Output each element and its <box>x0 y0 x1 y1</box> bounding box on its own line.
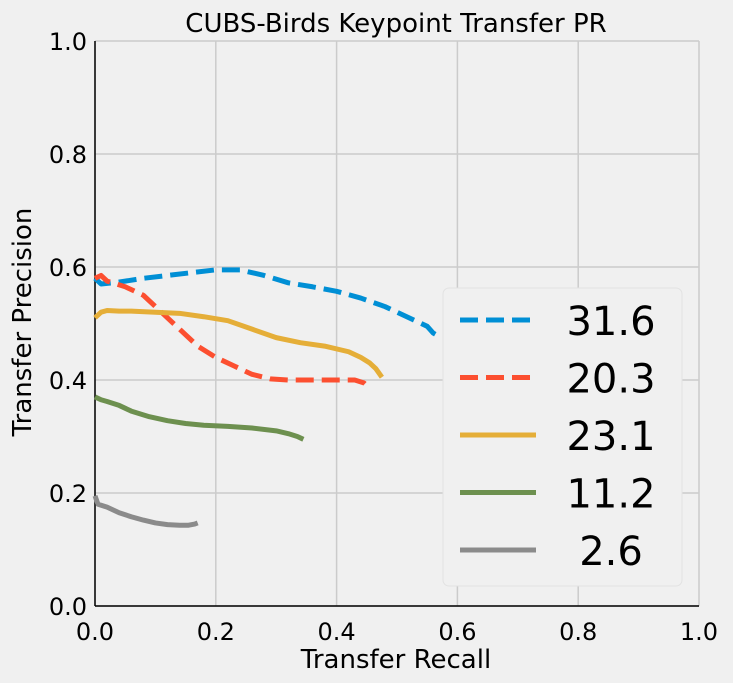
legend: 31.6 20.3 23.1 11.2 2.6 <box>442 287 683 587</box>
y-tick-labels: 0.0 0.2 0.4 0.6 0.8 1.0 <box>49 28 87 621</box>
x-tick-labels: 0.0 0.2 0.4 0.6 0.8 1.0 <box>76 618 718 646</box>
y-tick-label: 0.2 <box>49 480 87 508</box>
x-tick-label: 0.2 <box>197 618 235 646</box>
series-line-1 <box>93 267 438 337</box>
y-tick-label: 0.6 <box>49 254 87 282</box>
x-tick-label: 0.0 <box>76 618 114 646</box>
x-tick-label: 0.6 <box>438 618 476 646</box>
x-tick-label: 1.0 <box>680 618 718 646</box>
series-line-4 <box>93 394 305 442</box>
legend-label-4: 11.2 <box>566 472 655 518</box>
x-axis-label: Transfer Recall <box>300 645 491 675</box>
y-tick-label: 0.8 <box>49 141 87 169</box>
x-tick-label: 0.8 <box>559 618 597 646</box>
series-line-3 <box>93 308 384 379</box>
axes <box>94 41 699 607</box>
y-tick-label: 1.0 <box>49 28 87 56</box>
chart-title: CUBS-Birds Keypoint Transfer PR <box>185 9 606 39</box>
series-line-5 <box>92 494 199 528</box>
legend-label-1: 31.6 <box>566 299 655 345</box>
legend-label-2: 20.3 <box>566 357 655 403</box>
legend-label-5: 2.6 <box>579 529 643 575</box>
y-tick-label: 0.0 <box>49 593 87 621</box>
series-layer <box>92 267 438 528</box>
y-tick-label: 0.4 <box>49 367 87 395</box>
series-line-2 <box>93 272 372 391</box>
x-tick-label: 0.4 <box>318 618 356 646</box>
y-axis-label: Transfer Precision <box>8 208 38 438</box>
legend-label-3: 23.1 <box>566 414 655 460</box>
grid <box>94 40 700 607</box>
legend-box <box>442 287 683 587</box>
